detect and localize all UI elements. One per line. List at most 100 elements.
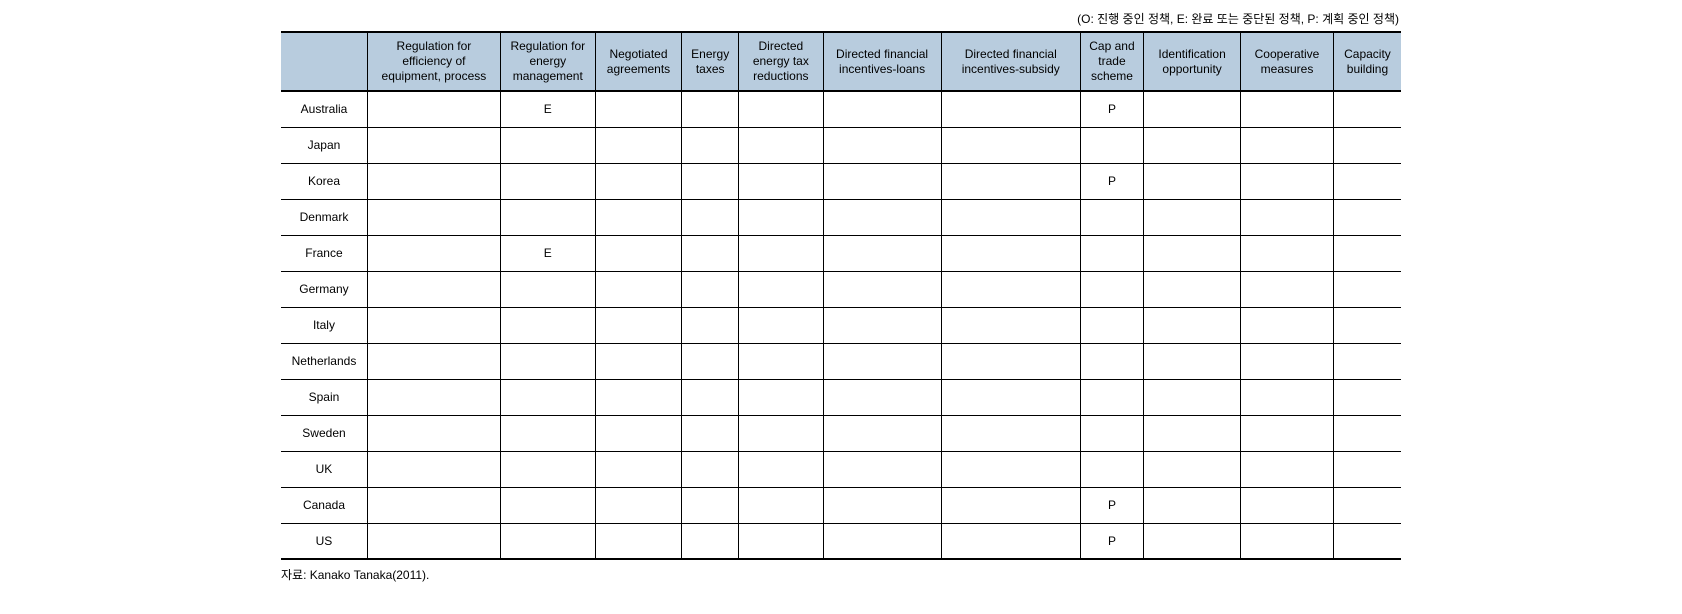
table-cell [595,523,681,559]
table-cell [823,415,941,451]
table-cell [823,487,941,523]
table-cell [367,271,500,307]
table-cell [1080,415,1143,451]
table-cell [739,379,823,415]
table-cell [1080,127,1143,163]
table-cell [1241,199,1334,235]
table-header: Cap and trade scheme [1080,32,1143,91]
table-cell [1333,199,1401,235]
table-cell [500,199,595,235]
table-cell [1144,163,1241,199]
table-cell [367,415,500,451]
table-cell [739,91,823,127]
table-body: Australia E P Japan [281,91,1401,559]
table-row: France E [281,235,1401,271]
table-cell [941,415,1080,451]
table-cell [941,523,1080,559]
table-row: UK [281,451,1401,487]
table-cell: E [500,91,595,127]
table-cell [367,307,500,343]
table-cell [1333,523,1401,559]
table-cell [1144,379,1241,415]
table-header: Capacity building [1333,32,1401,91]
table-cell [941,379,1080,415]
table-container: (O: 진행 중인 정책, E: 완료 또는 중단된 정책, P: 계획 중인 … [281,10,1401,583]
table-cell [500,379,595,415]
table-cell [941,271,1080,307]
row-label: Germany [281,271,367,307]
table-cell [1333,127,1401,163]
row-label: Netherlands [281,343,367,379]
table-cell [1241,379,1334,415]
table-cell [1241,451,1334,487]
table-cell [823,307,941,343]
table-cell [1144,415,1241,451]
table-header: Negotiated agreements [595,32,681,91]
table-cell [1241,163,1334,199]
table-cell [595,451,681,487]
table-header-blank [281,32,367,91]
table-cell [1241,271,1334,307]
table-cell [1333,415,1401,451]
row-label: UK [281,451,367,487]
table-row: Denmark [281,199,1401,235]
table-cell [682,523,739,559]
table-row: Australia E P [281,91,1401,127]
table-cell [1241,235,1334,271]
table-cell [595,91,681,127]
table-cell [500,415,595,451]
table-header: Regulation for energy management [500,32,595,91]
table-cell [367,199,500,235]
table-cell [941,199,1080,235]
table-cell [1333,271,1401,307]
table-cell [1144,91,1241,127]
table-row: Netherlands [281,343,1401,379]
table-cell [1080,235,1143,271]
table-cell [739,199,823,235]
table-cell [1241,343,1334,379]
table-cell: P [1080,91,1143,127]
row-label: France [281,235,367,271]
legend-text: (O: 진행 중인 정책, E: 완료 또는 중단된 정책, P: 계획 중인 … [281,10,1401,27]
table-cell [1333,163,1401,199]
table-cell [1333,235,1401,271]
table-cell [823,451,941,487]
table-cell [1144,199,1241,235]
table-cell [941,91,1080,127]
table-cell [682,379,739,415]
table-cell [941,235,1080,271]
table-header: Directed financial incentives-loans [823,32,941,91]
table-cell [500,163,595,199]
table-cell [1144,451,1241,487]
table-cell [1144,487,1241,523]
table-cell [367,235,500,271]
table-cell [1241,415,1334,451]
table-cell [1080,379,1143,415]
table-cell: P [1080,163,1143,199]
table-cell [941,451,1080,487]
table-row: Germany [281,271,1401,307]
table-cell [595,271,681,307]
table-cell [739,415,823,451]
table-cell [823,523,941,559]
row-label: US [281,523,367,559]
table-cell [739,235,823,271]
table-cell [1144,307,1241,343]
table-cell [1144,235,1241,271]
table-cell [682,343,739,379]
table-cell [1333,451,1401,487]
table-cell [1241,487,1334,523]
table-cell [1144,127,1241,163]
table-row: Spain [281,379,1401,415]
table-row: Japan [281,127,1401,163]
policy-table: Regulation for efficiency of equipment, … [281,31,1401,560]
table-cell [1333,379,1401,415]
table-cell [941,307,1080,343]
table-header: Directed energy tax reductions [739,32,823,91]
table-cell [500,127,595,163]
table-row: Italy [281,307,1401,343]
table-cell [595,199,681,235]
table-header: Identification opportunity [1144,32,1241,91]
table-cell: P [1080,487,1143,523]
row-label: Canada [281,487,367,523]
